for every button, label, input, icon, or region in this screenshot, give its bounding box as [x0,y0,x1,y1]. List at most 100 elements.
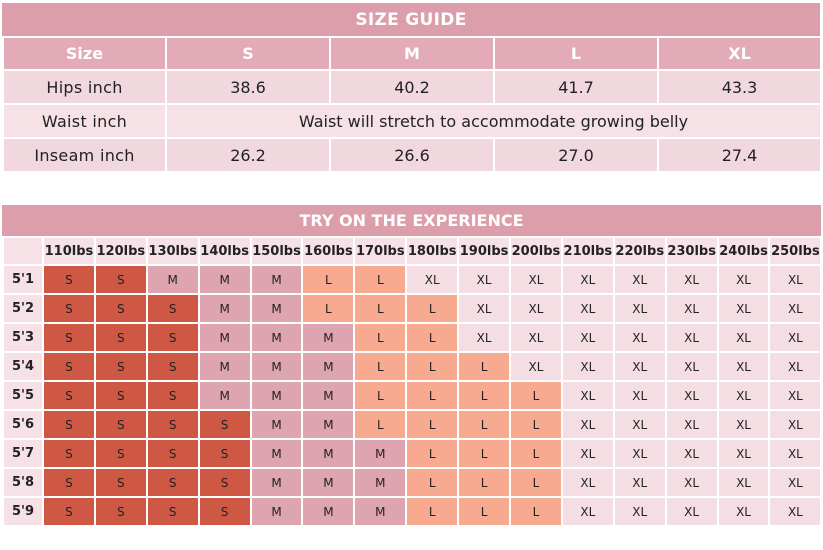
size-cell: L [301,264,356,295]
size-cell: S [93,496,148,527]
size-cell: L [301,293,356,324]
size-cell: S [93,264,148,295]
size-cell: XL [664,496,719,527]
weight-header: 160lbs [301,236,356,266]
size-cell: M [301,380,356,411]
size-cell: S [93,293,148,324]
size-cell: XL [768,293,823,324]
inseam-value-s: 26.2 [165,137,331,173]
size-cell: XL [457,264,512,295]
size-cell: S [145,496,200,527]
size-cell: XL [612,293,667,324]
size-cell: XL [664,322,719,353]
size-cell: L [509,409,563,440]
size-cell: L [457,438,512,469]
weight-header: 150lbs [249,236,304,266]
inseam-label: Inseam inch [2,137,167,173]
size-cell: L [509,380,563,411]
size-cell: XL [716,467,771,498]
size-cell: L [353,293,408,324]
size-cell: L [457,496,512,527]
size-cell: S [93,467,148,498]
size-cell: XL [560,438,615,469]
size-cell: L [405,322,460,353]
size-cell: S [93,322,148,353]
hips-value-l: 41.7 [493,69,659,105]
size-cell: XL [612,467,667,498]
weight-header-row: 110lbs 120lbs 130lbs 140lbs 150lbs 160lbs 170l… [2,236,823,266]
size-cell: M [301,467,356,498]
inseam-value-l: 27.0 [493,137,659,173]
size-cell: XL [612,351,667,382]
size-cell: M [197,293,252,324]
height-row: 5'1 S S M M M L L XL XL XL XL XL XL XL XL [2,264,823,295]
size-cell: XL [560,409,615,440]
height-label: 5'7 [2,438,44,469]
weight-header: 130lbs [145,236,200,266]
size-header-xl: XL [657,36,822,71]
height-label: 5'6 [2,409,44,440]
corner-cell [2,236,44,266]
size-header-s: S [165,36,331,71]
weight-header: 170lbs [353,236,408,266]
weight-header: 250lbs [768,236,823,266]
try-on-section: TRY ON THE EXPERIENCE 110lbs 120lbs 130lbs… [2,205,823,527]
size-cell: XL [716,293,771,324]
size-cell: XL [768,322,823,353]
size-cell: S [42,467,96,498]
size-cell: S [42,438,96,469]
size-cell: M [249,322,304,353]
size-cell: XL [560,467,615,498]
size-cell: L [353,264,408,295]
size-cell: M [249,293,304,324]
size-cell: S [145,438,200,469]
size-cell: M [197,351,252,382]
size-cell: S [93,380,148,411]
size-cell: L [509,467,563,498]
weight-header: 200lbs [509,236,563,266]
waist-row: Waist inch Waist will stretch to accommo… [2,103,822,139]
height-label: 5'8 [2,467,44,498]
size-cell: M [249,409,304,440]
size-cell: S [145,293,200,324]
size-cell: S [93,409,148,440]
size-cell: S [145,380,200,411]
size-cell: M [197,380,252,411]
size-cell: S [145,467,200,498]
height-label: 5'9 [2,496,44,527]
size-cell: S [42,293,96,324]
size-cell: L [405,438,460,469]
waist-note: Waist will stretch to accommodate growin… [165,103,822,139]
size-cell: M [249,264,304,295]
size-guide-header-row: Size S M L XL [2,36,822,71]
height-row: 5'4 S S S M M M L L L XL XL XL XL XL XL [2,351,823,382]
waist-label: Waist inch [2,103,167,139]
size-cell: XL [716,409,771,440]
height-label: 5'4 [2,351,44,382]
weight-header: 140lbs [197,236,252,266]
size-cell: L [457,351,512,382]
size-cell: M [353,467,408,498]
size-cell: XL [612,496,667,527]
size-cell: L [405,351,460,382]
size-cell: XL [560,496,615,527]
height-label: 5'1 [2,264,44,295]
size-cell: XL [716,380,771,411]
size-cell: L [405,496,460,527]
size-cell: M [249,438,304,469]
height-row: 5'9 S S S S M M M L L L XL XL XL XL XL [2,496,823,527]
size-cell: XL [768,380,823,411]
size-cell: M [301,322,356,353]
weight-header: 190lbs [457,236,512,266]
size-cell: M [301,409,356,440]
size-cell: XL [612,409,667,440]
size-header-m: M [329,36,495,71]
size-cell: XL [457,293,512,324]
height-row: 5'6 S S S S M M L L L L XL XL XL XL XL [2,409,823,440]
size-cell: M [353,496,408,527]
height-label: 5'2 [2,293,44,324]
size-cell: XL [405,264,460,295]
size-header-label: Size [2,36,167,71]
size-cell: S [42,496,96,527]
size-cell: L [405,293,460,324]
